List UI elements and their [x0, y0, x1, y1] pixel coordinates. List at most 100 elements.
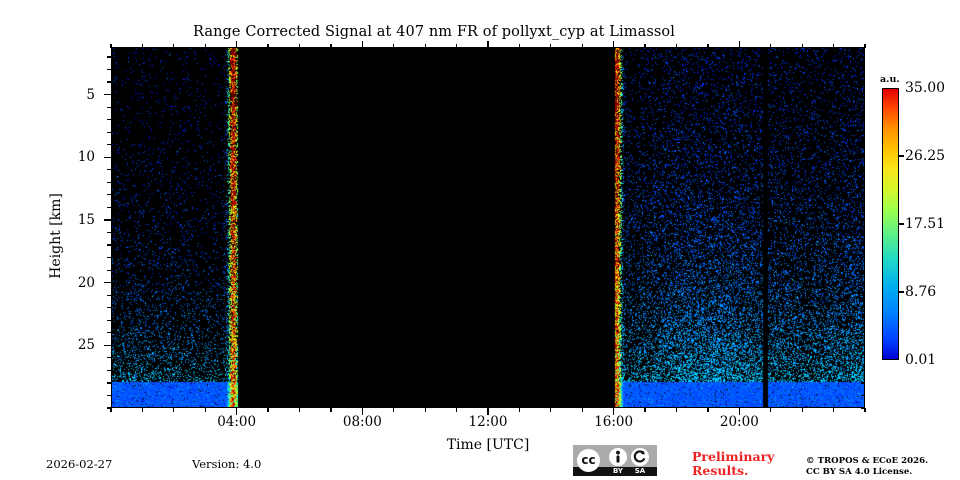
- y-minor-tick-right: [861, 357, 865, 359]
- y-major-tick: [104, 219, 111, 221]
- colorbar-tick-label: 0.01: [905, 352, 937, 368]
- x-minor-tick-top: [110, 44, 112, 48]
- y-minor-tick-right: [861, 382, 865, 384]
- y-axis-title: Height [km]: [48, 193, 64, 279]
- y-major-tick-right: [858, 156, 865, 159]
- x-minor-tick-top: [801, 44, 803, 48]
- y-minor-tick-right: [861, 307, 865, 309]
- colorbar: [882, 88, 899, 360]
- x-minor-tick-top: [330, 44, 332, 48]
- y-minor-tick-right: [861, 119, 865, 121]
- x-tick-label: 08:00: [342, 414, 382, 430]
- y-minor-tick-right: [861, 81, 865, 83]
- y-minor-tick: [107, 269, 111, 271]
- y-major-tick-right: [858, 344, 865, 347]
- x-minor-tick-top: [550, 44, 552, 48]
- share-alike-glyph: [633, 450, 646, 463]
- colorbar-tick-label: 35.00: [905, 80, 946, 96]
- x-minor-tick-top: [393, 44, 395, 48]
- x-minor-tick-top: [455, 44, 458, 48]
- y-minor-tick: [107, 307, 111, 309]
- y-minor-tick: [107, 382, 111, 384]
- x-minor-tick: [393, 408, 395, 412]
- x-minor-tick: [675, 408, 678, 412]
- y-minor-tick: [107, 369, 111, 371]
- y-major-tick-right: [858, 219, 865, 221]
- y-minor-tick-right: [861, 332, 865, 334]
- x-minor-tick-top: [770, 44, 772, 48]
- y-minor-tick: [107, 181, 111, 183]
- x-tick-label: 20:00: [719, 414, 759, 430]
- x-axis-title: Time [UTC]: [446, 437, 530, 453]
- footer-version: Version: 4.0: [192, 457, 262, 471]
- y-minor-tick: [107, 56, 111, 58]
- x-major-tick-top: [236, 41, 238, 48]
- y-tick-label: 10: [77, 149, 95, 166]
- y-minor-tick: [107, 231, 111, 234]
- x-minor-tick: [581, 408, 583, 412]
- y-minor-tick: [107, 357, 111, 359]
- y-minor-tick: [107, 332, 111, 334]
- y-minor-tick: [107, 131, 111, 133]
- x-major-tick: [487, 408, 489, 415]
- x-minor-tick-top: [518, 44, 520, 48]
- y-minor-tick-right: [861, 169, 865, 171]
- y-tick-label: 25: [77, 337, 95, 354]
- colorbar-tick: [899, 291, 904, 293]
- x-minor-tick: [801, 408, 803, 412]
- y-major-tick: [104, 156, 111, 159]
- x-major-tick: [361, 408, 364, 415]
- y-major-tick: [104, 344, 111, 347]
- y-minor-tick: [107, 68, 111, 71]
- y-tick-label: 20: [77, 274, 95, 291]
- x-minor-tick-top: [173, 44, 175, 48]
- x-minor-tick-top: [707, 44, 709, 48]
- y-minor-tick: [107, 319, 111, 321]
- x-major-tick-top: [738, 41, 741, 48]
- x-minor-tick: [518, 408, 520, 412]
- x-minor-tick: [110, 408, 112, 412]
- cc-badge-strip: [573, 467, 657, 476]
- cc-logo-icon: cc: [577, 449, 600, 472]
- x-minor-tick: [864, 408, 866, 412]
- x-minor-tick: [424, 408, 426, 412]
- cc-sa-label: SA: [634, 467, 646, 475]
- x-minor-tick-top: [832, 44, 835, 48]
- x-major-tick: [613, 408, 615, 415]
- x-major-tick-top: [361, 41, 364, 48]
- y-major-tick: [104, 282, 111, 284]
- heatmap-plot-area: [111, 47, 865, 408]
- y-minor-tick-right: [861, 407, 865, 409]
- colorbar-tick-label: 8.76: [905, 284, 937, 300]
- y-minor-tick: [107, 256, 111, 259]
- cc-by-person-icon: [609, 448, 627, 466]
- x-minor-tick-top: [581, 44, 583, 48]
- copyright-line-2: CC BY SA 4.0 License.: [806, 467, 913, 477]
- colorbar-unit-label: a.u.: [880, 74, 900, 85]
- y-minor-tick-right: [861, 394, 865, 397]
- y-minor-tick: [107, 169, 111, 171]
- colorbar-tick-label: 26.25: [905, 148, 946, 164]
- colorbar-tick: [899, 155, 904, 157]
- x-minor-tick: [770, 408, 772, 412]
- cc-logo-text: cc: [581, 453, 596, 467]
- x-tick-label: 04:00: [217, 414, 257, 430]
- x-major-tick: [738, 408, 741, 415]
- preliminary-line-2: Results.: [692, 462, 749, 478]
- x-minor-tick: [644, 408, 646, 412]
- y-minor-tick: [107, 206, 111, 209]
- y-minor-tick-right: [861, 56, 865, 58]
- x-major-tick: [236, 408, 238, 415]
- y-major-tick-right: [858, 282, 865, 284]
- y-minor-tick: [107, 106, 111, 108]
- copyright-note: © TROPOS & ECoE 2026. CC BY SA 4.0 Licen…: [806, 456, 928, 478]
- y-minor-tick: [107, 194, 111, 196]
- y-minor-tick-right: [861, 106, 865, 108]
- cc-license-badge[interactable]: cc BY SA: [573, 445, 657, 476]
- y-minor-tick-right: [861, 319, 865, 321]
- x-tick-label: 16:00: [594, 414, 634, 430]
- x-minor-tick: [267, 408, 269, 412]
- y-minor-tick: [107, 294, 111, 296]
- cc-sa-share-icon: [631, 448, 649, 466]
